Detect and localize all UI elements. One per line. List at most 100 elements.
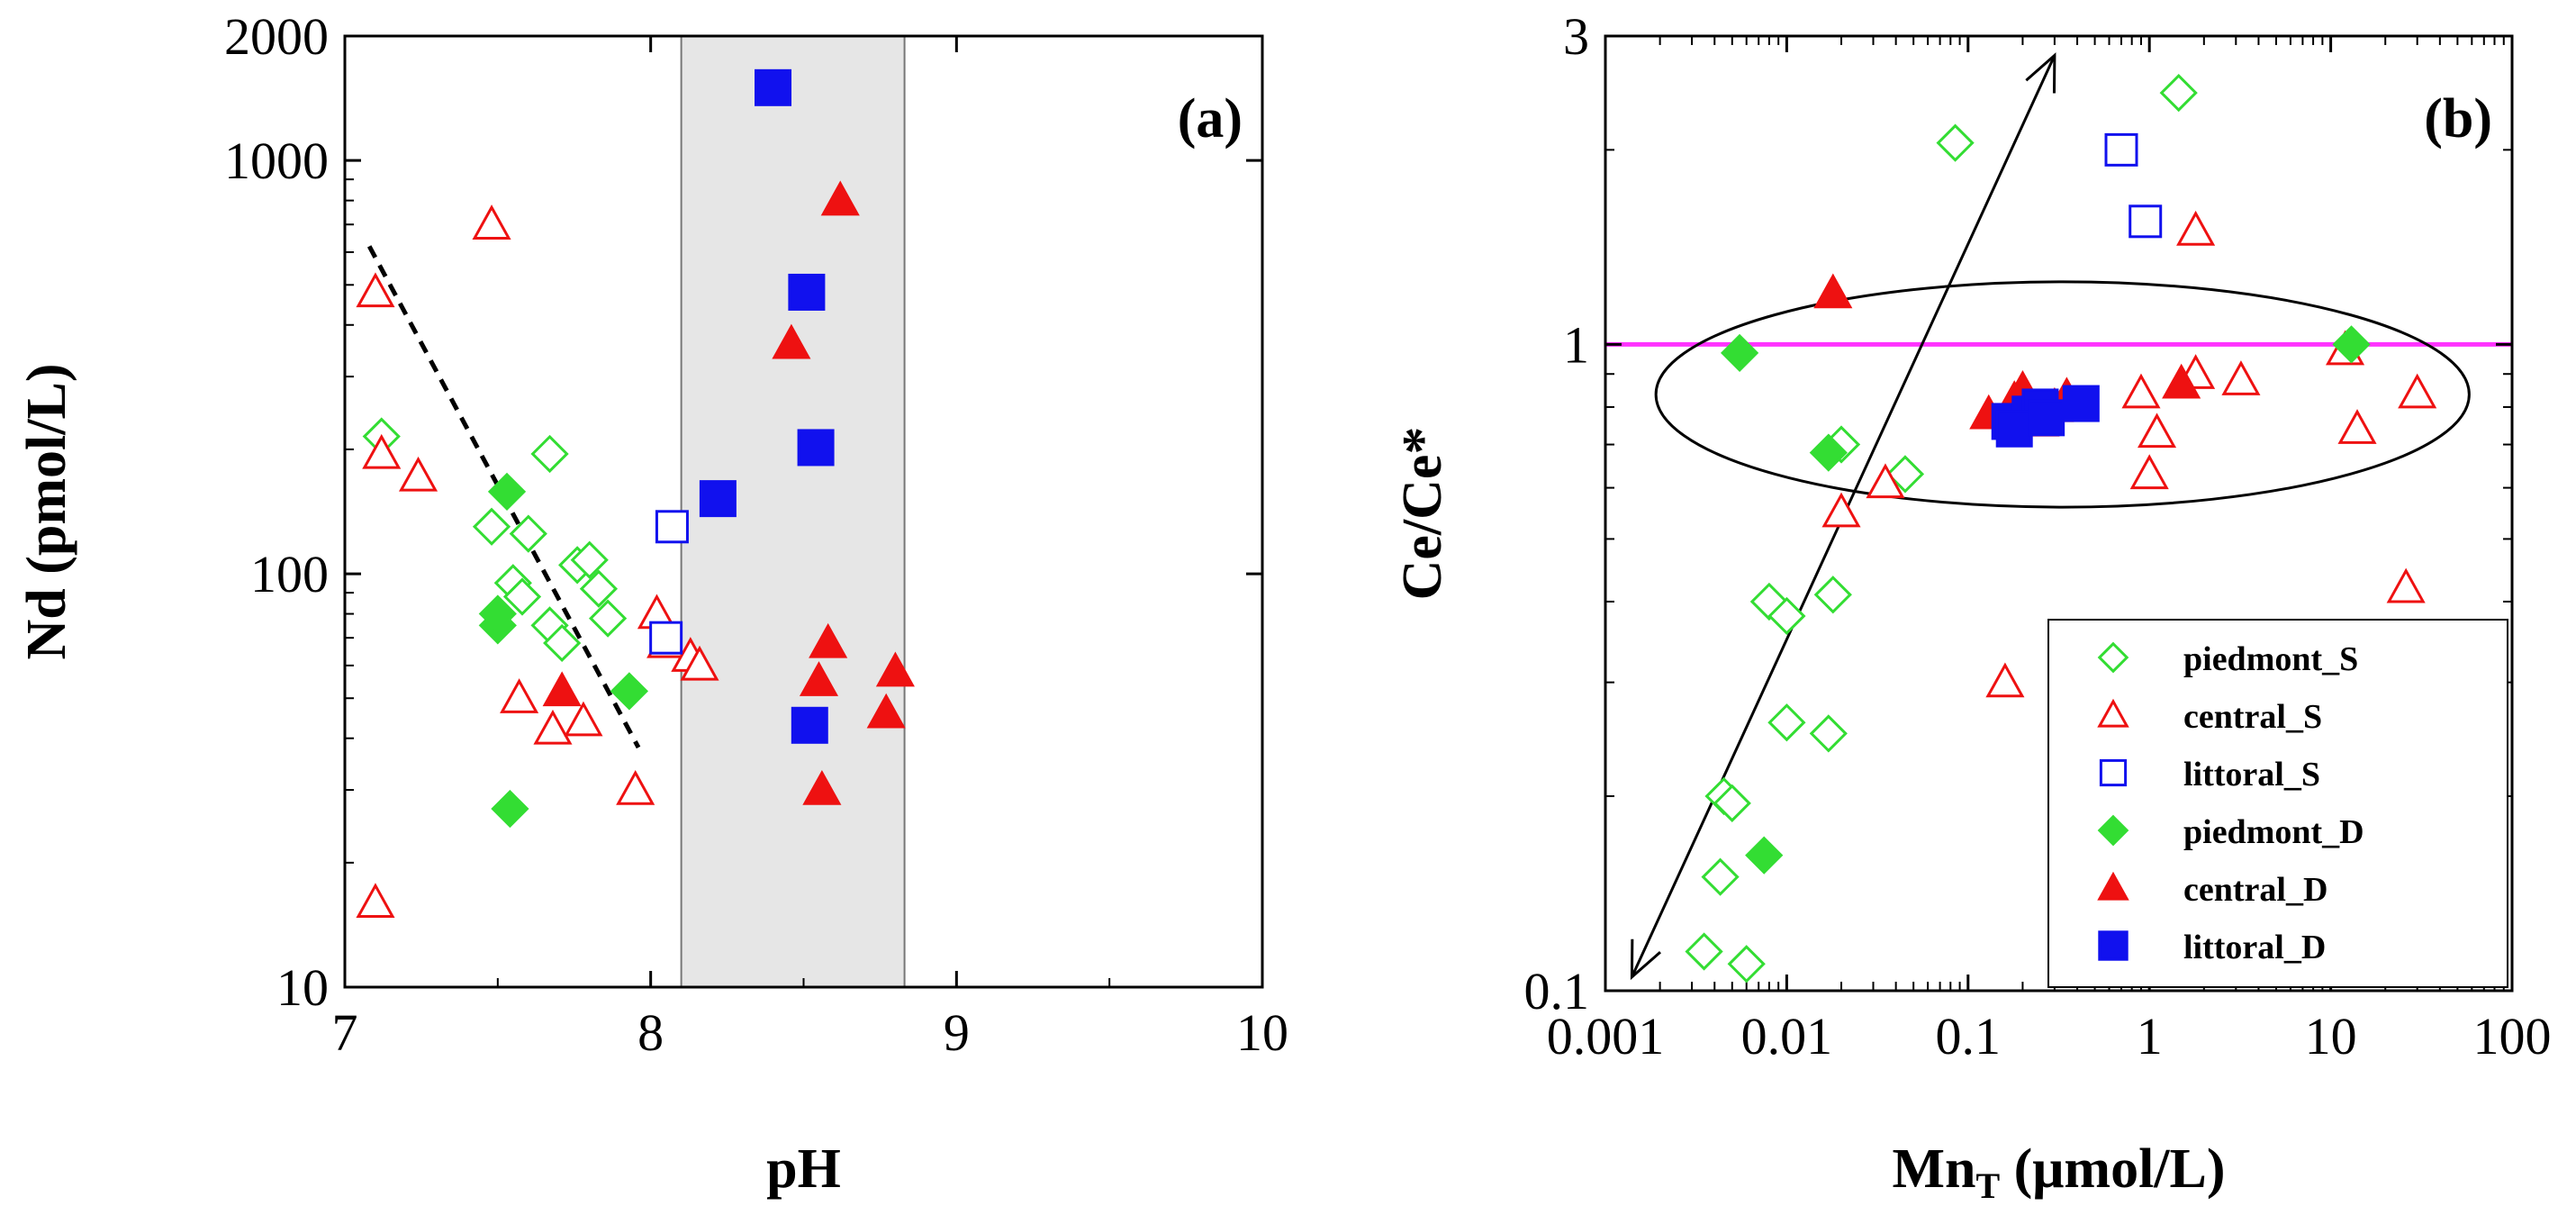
legend-marker-littoral_D	[2098, 930, 2129, 961]
panel-a-y-axis-label: Nd (pmol/L)	[16, 364, 77, 660]
x-tick-label: 7	[332, 1003, 358, 1062]
data-point-central_S	[472, 204, 511, 240]
data-point-central_S	[564, 701, 603, 737]
data-point-central_S	[1985, 662, 2025, 698]
x-tick-label: 100	[2473, 1007, 2552, 1065]
data-point-piedmont_D	[1745, 836, 1784, 875]
data-point-littoral_S	[649, 621, 683, 655]
data-point-central_S	[616, 769, 655, 805]
data-point-central_S	[680, 645, 719, 681]
y-tick-label: 3	[1563, 7, 1589, 66]
x-tick-label: 9	[944, 1003, 970, 1062]
data-point-central_D	[1813, 273, 1853, 309]
data-point-piedmont_D	[610, 672, 649, 711]
data-point-central_S	[1866, 463, 1905, 499]
legend-label: littoral_D	[2183, 929, 2326, 966]
legend-label: piedmont_S	[2183, 640, 2358, 678]
data-point-piedmont_D	[487, 472, 527, 512]
data-point-central_D	[866, 693, 906, 729]
legend-box	[2047, 619, 2508, 988]
x-label-main: Mn	[1892, 1138, 1975, 1200]
data-point-central_S	[500, 678, 539, 713]
data-point-central_S	[2398, 373, 2437, 409]
data-point-piedmont_S	[570, 540, 609, 579]
data-point-central_S	[2386, 567, 2426, 603]
x-tick-label: 0.1	[1936, 1007, 2002, 1065]
data-point-central_D	[772, 323, 811, 359]
legend-marker-littoral_S	[2099, 758, 2128, 787]
x-tick-label: 0.01	[1741, 1007, 1833, 1065]
panel-b-frame	[1604, 34, 2514, 993]
arrowhead-icon	[1630, 938, 1661, 981]
data-point-central_S	[398, 456, 438, 492]
legend-label: piedmont_D	[2183, 813, 2364, 851]
arrowhead-icon	[2025, 52, 2056, 94]
data-point-piedmont_S	[472, 507, 511, 546]
data-point-littoral_D	[2062, 385, 2100, 422]
x-label-unit: (μmol/L)	[2000, 1138, 2225, 1200]
data-point-central_S	[362, 433, 402, 469]
data-point-littoral_S	[2104, 132, 2138, 167]
x-tick-label: 8	[637, 1003, 664, 1062]
data-point-piedmont_S	[1936, 123, 1975, 162]
data-point-piedmont_S	[1727, 945, 1766, 984]
data-point-littoral_D	[797, 429, 835, 467]
panel-a-scatter: 7 8 9 10 10 100 1000 2000 (a) pH Nd (pmol/L)	[16, 7, 1288, 1200]
data-point-central_D	[875, 651, 915, 687]
data-point-central_D	[542, 671, 582, 707]
y-tick-label: 100	[250, 545, 329, 603]
data-point-piedmont_S	[502, 577, 542, 616]
data-point-piedmont_S	[2159, 73, 2198, 113]
y-tick-label: 1	[1563, 315, 1589, 374]
data-point-littoral_D	[2028, 399, 2065, 437]
data-point-central_D	[799, 661, 839, 696]
y-tick-label: 2000	[224, 7, 329, 66]
data-point-piedmont_S	[1767, 703, 1806, 742]
panel-a-frame	[343, 34, 1264, 989]
data-point-piedmont_S	[1685, 932, 1723, 971]
data-point-piedmont_D	[2332, 325, 2371, 364]
panel-b-points	[1685, 73, 2437, 984]
data-point-piedmont_S	[579, 569, 619, 608]
panel-b-x-axis-label: MnT (μmol/L)	[1892, 1138, 2225, 1206]
data-point-littoral_D	[755, 68, 792, 106]
panel-b-scatter: 0.001 0.01 0.1 1 10 100 0.1 1 3 piedmont_Scentra…	[1392, 7, 2552, 1206]
y-tick-label: 0.1	[1524, 962, 1590, 1020]
data-point-piedmont_S	[1885, 455, 1925, 494]
legend-label: central_S	[2183, 698, 2322, 736]
data-point-central_S	[356, 883, 395, 919]
data-point-piedmont_S	[588, 599, 628, 638]
data-point-piedmont_S	[1813, 576, 1852, 614]
legend-marker-piedmont_D	[2097, 814, 2129, 847]
panel-a-ticks: 7 8 9 10 10 100 1000 2000	[224, 7, 1288, 1062]
data-point-central_D	[2162, 363, 2201, 399]
panel-b-cluster-ellipse	[1654, 280, 2471, 509]
data-point-central_D	[809, 622, 848, 658]
data-point-central_S	[356, 272, 395, 308]
data-point-piedmont_D	[1809, 433, 1848, 472]
legend: piedmont_S central_S littoral_S piedmont_Dc…	[2047, 619, 2508, 988]
legend-label: littoral_S	[2183, 756, 2320, 793]
y-tick-label: 10	[276, 958, 329, 1017]
data-point-piedmont_S	[1701, 857, 1740, 896]
x-label-subscript: T	[1975, 1165, 2000, 1206]
data-point-central_S	[2337, 409, 2377, 444]
data-point-central_S	[2121, 373, 2161, 409]
data-point-central_S	[533, 709, 573, 745]
y-tick-label: 1000	[224, 131, 329, 190]
data-point-littoral_S	[655, 510, 689, 544]
panel-a-label: (a)	[1178, 88, 1243, 150]
data-point-piedmont_D	[1720, 333, 1759, 373]
panel-a-points	[356, 68, 915, 919]
x-tick-label: 1	[2137, 1007, 2163, 1065]
x-tick-label: 10	[1236, 1003, 1288, 1062]
data-point-piedmont_D	[478, 594, 517, 633]
data-point-central_D	[802, 769, 842, 805]
data-point-central_S	[1821, 492, 1861, 528]
data-point-piedmont_S	[1767, 596, 1806, 636]
data-point-piedmont_S	[530, 434, 569, 474]
legend-marker-central_D	[2097, 871, 2129, 901]
x-tick-label: 10	[2305, 1007, 2357, 1065]
panel-b-label: (b)	[2424, 88, 2492, 150]
